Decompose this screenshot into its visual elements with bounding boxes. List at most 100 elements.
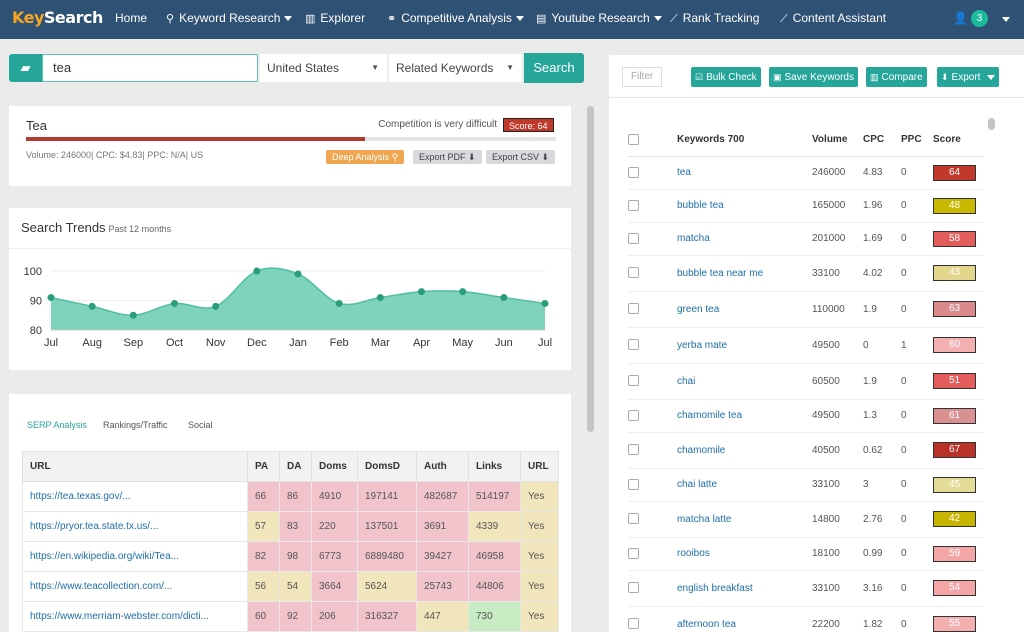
keyword-row[interactable]: bubble tea near me 33100 4.02 0 43 xyxy=(628,255,984,292)
table-row[interactable]: https://en.wikipedia.org/wiki/Tea... 82 98… xyxy=(22,541,559,572)
column-header[interactable]: Doms xyxy=(311,451,358,482)
compare-button[interactable]: ▥ Compare xyxy=(866,67,927,87)
chevron-down-icon[interactable] xyxy=(1002,17,1010,22)
keyword-row[interactable]: yerba mate 49500 0 1 60 xyxy=(628,327,984,364)
save-keywords-button[interactable]: ▣ Save Keywords xyxy=(769,67,858,87)
keyword-row[interactable]: afternoon tea 22200 1.82 0 55 xyxy=(628,606,984,632)
keyword-row[interactable]: chai 60500 1.9 0 51 xyxy=(628,363,984,400)
keyword-link[interactable]: chamomile xyxy=(677,432,812,469)
keyword-link[interactable]: chamomile tea xyxy=(677,399,812,433)
column-header[interactable]: DomsD xyxy=(357,451,417,482)
right-scrollbar[interactable] xyxy=(988,118,995,130)
keyword-row[interactable]: bubble tea 165000 1.96 0 48 xyxy=(628,189,984,223)
keyword-row[interactable]: chai latte 33100 3 0 45 xyxy=(628,468,984,502)
column-header[interactable]: DA xyxy=(279,451,312,482)
score-cell: 61 xyxy=(933,399,984,433)
keyword-row[interactable]: tea 246000 4.83 0 64 xyxy=(628,156,984,190)
row-checkbox[interactable] xyxy=(628,478,639,490)
row-checkbox[interactable] xyxy=(628,339,639,351)
row-checkbox[interactable] xyxy=(628,513,639,525)
row-checkbox[interactable] xyxy=(628,166,639,178)
column-header[interactable]: PPC xyxy=(901,123,933,157)
tab-social[interactable]: Social xyxy=(188,420,213,430)
nav-home[interactable]: Home xyxy=(115,11,148,25)
keyword-link[interactable]: tea xyxy=(677,156,812,190)
user-icon[interactable]: 👤 xyxy=(953,11,968,25)
nav-competitive-analysis[interactable]: ⚭ Competitive Analysis xyxy=(387,0,524,39)
nav-rank-tracking[interactable]: ⟋ Rank Tracking xyxy=(670,0,759,39)
row-checkbox[interactable] xyxy=(628,618,639,630)
column-header[interactable]: URL xyxy=(22,451,248,482)
column-header[interactable]: PA xyxy=(247,451,280,482)
country-select[interactable]: United States ▼ xyxy=(259,54,387,82)
row-checkbox[interactable] xyxy=(628,267,639,279)
table-row[interactable]: https://www.merriam-webster.com/dicti...… xyxy=(22,601,559,632)
export-csv-button[interactable]: Export CSV ⬇ xyxy=(486,150,556,164)
table-row[interactable]: https://tea.texas.gov/... 66 86 4910 197141 4… xyxy=(22,481,559,512)
keyword-link[interactable]: chai xyxy=(677,363,812,400)
x-tick-label: Jun xyxy=(495,337,513,349)
keyword-link[interactable]: yerba mate xyxy=(677,327,812,364)
folder-button[interactable]: ▰ xyxy=(9,54,42,82)
keyword-row[interactable]: rooibos 18100 0.99 0 59 xyxy=(628,537,984,571)
serp-url-link[interactable]: https://www.teacollection.com/... xyxy=(22,571,248,602)
row-checkbox[interactable] xyxy=(628,409,639,421)
keyword-link[interactable]: chai latte xyxy=(677,468,812,502)
column-header[interactable]: Auth xyxy=(416,451,469,482)
column-header[interactable]: Keywords 700 xyxy=(677,123,812,157)
table-row[interactable]: https://www.teacollection.com/... 56 54 366… xyxy=(22,571,559,602)
row-checkbox[interactable] xyxy=(628,199,639,211)
bulk-check-button[interactable]: ☑ Bulk Check xyxy=(691,67,761,87)
nav-content-assistant[interactable]: ⟋ Content Assistant xyxy=(780,0,886,39)
nav-keyword-research[interactable]: ⚲ Keyword Research xyxy=(166,0,293,39)
nav-youtube-research[interactable]: ▤ Youtube Research xyxy=(536,0,662,39)
keyword-link[interactable]: rooibos xyxy=(677,537,812,571)
filter-input[interactable]: Filter xyxy=(622,67,662,87)
tab-rankings-traffic[interactable]: Rankings/Traffic xyxy=(103,420,168,430)
row-checkbox[interactable] xyxy=(628,232,639,244)
export-pdf-button[interactable]: Export PDF ⬇ xyxy=(413,150,482,164)
serp-url-link[interactable]: https://en.wikipedia.org/wiki/Tea... xyxy=(22,541,248,572)
search-input[interactable]: tea xyxy=(42,54,258,82)
row-checkbox-cell xyxy=(628,189,677,223)
keyword-row[interactable]: matcha latte 14800 2.76 0 42 xyxy=(628,501,984,538)
row-checkbox[interactable] xyxy=(628,582,639,594)
serp-url-link[interactable]: https://pryor.tea.state.tx.us/... xyxy=(22,511,248,542)
column-header[interactable]: Volume xyxy=(812,123,863,157)
row-checkbox[interactable] xyxy=(628,444,639,456)
keyword-link[interactable]: bubble tea xyxy=(677,189,812,223)
column-header[interactable]: CPC xyxy=(863,123,901,157)
row-checkbox[interactable] xyxy=(628,303,639,315)
tab-serp-analysis[interactable]: SERP Analysis xyxy=(27,420,87,430)
keyword-link[interactable]: matcha xyxy=(677,222,812,256)
cpc-cell: 4.02 xyxy=(863,255,901,292)
score-cell: 42 xyxy=(933,501,984,538)
nav-explorer[interactable]: ▥ Explorer xyxy=(305,0,365,39)
column-header[interactable]: Score xyxy=(933,123,984,157)
row-checkbox[interactable] xyxy=(628,375,639,387)
keyword-link[interactable]: afternoon tea xyxy=(677,606,812,632)
keyword-link[interactable]: bubble tea near me xyxy=(677,255,812,292)
notification-badge[interactable]: 3 xyxy=(971,10,988,27)
table-row[interactable]: https://pryor.tea.state.tx.us/... 57 83 220… xyxy=(22,511,559,542)
left-scrollbar[interactable] xyxy=(587,106,594,432)
keyword-row[interactable]: chamomile tea 49500 1.3 0 61 xyxy=(628,399,984,433)
keyword-link[interactable]: green tea xyxy=(677,291,812,328)
keyword-row[interactable]: chamomile 40500 0.62 0 67 xyxy=(628,432,984,469)
row-checkbox[interactable] xyxy=(628,547,639,559)
keyword-link[interactable]: matcha latte xyxy=(677,501,812,538)
column-header[interactable]: URL xyxy=(520,451,559,482)
export-button[interactable]: ⬇ Export xyxy=(937,67,1000,87)
keyword-row[interactable]: english breakfast 33100 3.16 0 54 xyxy=(628,570,984,607)
deep-analysis-button[interactable]: Deep Analysis ⚲ xyxy=(326,150,405,164)
serp-url-link[interactable]: https://www.merriam-webster.com/dicti... xyxy=(22,601,248,632)
keyword-link[interactable]: english breakfast xyxy=(677,570,812,607)
mode-select[interactable]: Related Keywords ▼ xyxy=(388,54,522,82)
keysearch-logo[interactable]: KeySearch xyxy=(12,8,103,27)
serp-url-link[interactable]: https://tea.texas.gov/... xyxy=(22,481,248,512)
select-all-checkbox[interactable] xyxy=(628,133,639,145)
search-button[interactable]: Search xyxy=(524,53,584,83)
keyword-row[interactable]: green tea 110000 1.9 0 63 xyxy=(628,291,984,328)
column-header[interactable]: Links xyxy=(468,451,521,482)
keyword-row[interactable]: matcha 201000 1.69 0 58 xyxy=(628,222,984,256)
